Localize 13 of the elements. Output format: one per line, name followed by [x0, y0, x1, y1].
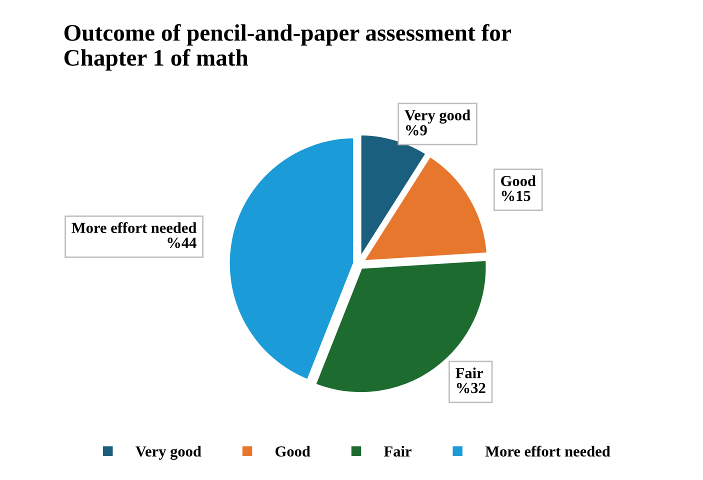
- slice-label: Fair: [456, 368, 484, 378]
- slice-label: More effort needed: [72, 222, 197, 234]
- data-label: %32: [456, 382, 486, 394]
- legend-label: More effort needed: [485, 446, 610, 457]
- slice-label: Very good: [404, 110, 470, 124]
- data-label: %44: [168, 238, 196, 248]
- legend-label: Good: [276, 446, 310, 457]
- legend-label: Fair: [384, 446, 412, 457]
- slice-label: Good: [501, 175, 536, 186]
- data-label: %9: [406, 125, 427, 136]
- chart-title: Outcome of pencil-and-paper assessment for Chapter 1 of math: [64, 24, 511, 71]
- data-label: %15: [502, 190, 530, 202]
- legend-label: Very good: [136, 446, 202, 460]
